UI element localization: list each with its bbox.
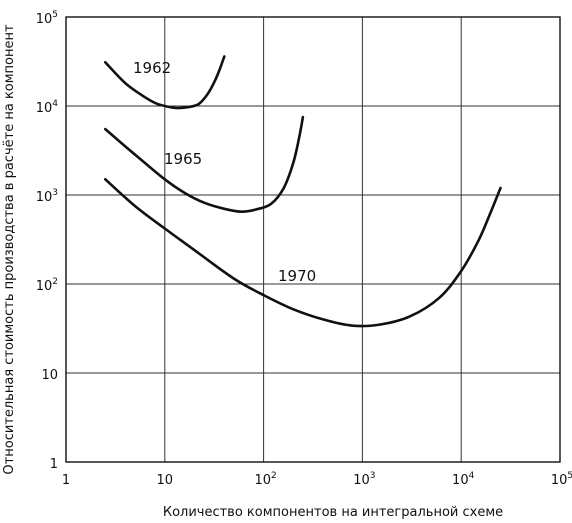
- series-label-1965: 1965: [164, 150, 202, 168]
- series-curve-1962: [104, 55, 226, 110]
- y-tick-label: 10: [41, 368, 58, 383]
- y-tick-labels: 1 10 102 103 104 105: [36, 10, 59, 472]
- grid: [66, 17, 560, 462]
- x-tick-label: 104: [452, 471, 475, 488]
- x-tick-label: 102: [254, 471, 276, 488]
- y-tick-label: 103: [36, 188, 58, 205]
- curves: [104, 55, 502, 328]
- y-axis-title: Относительная стоимость производства в р…: [2, 24, 17, 475]
- y-tick-label: 104: [36, 99, 59, 116]
- series-label-1962: 1962: [133, 59, 171, 77]
- series-curve-1965: [104, 115, 305, 213]
- y-tick-label: 102: [36, 277, 58, 294]
- x-tick-label: 10: [157, 473, 174, 488]
- x-axis-title: Количество компонентов на интегральной с…: [163, 505, 503, 520]
- x-tick-label: 105: [551, 471, 572, 488]
- series-labels: 1962 1965 1970: [133, 59, 316, 285]
- plot-frame: [65, 16, 561, 463]
- x-tick-labels: 1 10 102 103 104 105: [62, 471, 572, 488]
- series-curve-1970: [104, 178, 502, 328]
- series-label-1970: 1970: [278, 267, 316, 285]
- x-tick-label: 1: [62, 473, 70, 488]
- x-tick-label: 103: [353, 471, 375, 488]
- y-tick-label: 105: [36, 10, 58, 27]
- y-tick-label: 1: [50, 457, 58, 472]
